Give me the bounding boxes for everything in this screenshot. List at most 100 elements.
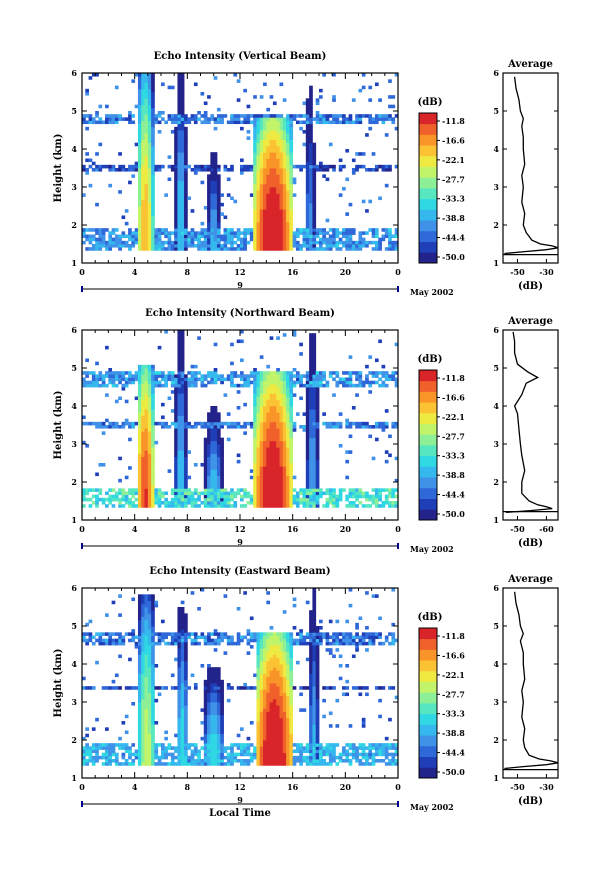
heatmap-cell bbox=[137, 368, 142, 372]
heatmap-cell bbox=[256, 117, 261, 121]
heatmap-cell bbox=[114, 244, 119, 248]
heatmap-cell bbox=[263, 180, 267, 185]
heatmap-cell bbox=[151, 504, 155, 508]
heatmap-cell bbox=[184, 475, 188, 480]
heatmap-cell bbox=[259, 371, 264, 375]
heatmap-cell bbox=[282, 418, 287, 423]
heatmap-cell bbox=[276, 380, 280, 385]
heatmap-cell bbox=[180, 120, 185, 125]
heatmap-cell bbox=[111, 371, 116, 375]
heatmap-cell bbox=[193, 364, 198, 369]
heatmap-cell bbox=[266, 453, 271, 458]
heatmap-cell bbox=[309, 482, 313, 486]
heatmap-cell bbox=[309, 440, 313, 445]
heatmap-cell bbox=[111, 120, 116, 125]
heatmap-cell bbox=[190, 371, 195, 375]
heatmap-cell bbox=[345, 247, 350, 251]
heatmap-cell bbox=[147, 597, 152, 602]
heatmap-cell bbox=[151, 136, 155, 140]
heatmap-cell bbox=[147, 746, 152, 750]
heatmap-cell bbox=[118, 380, 122, 385]
heatmap-cell bbox=[177, 358, 182, 363]
heatmap-cell bbox=[141, 711, 145, 716]
heatmap-cell bbox=[256, 183, 261, 188]
heatmap-cell bbox=[147, 139, 152, 144]
heatmap-cell bbox=[184, 444, 188, 448]
heatmap-cell bbox=[391, 247, 396, 251]
heatmap-cell bbox=[98, 377, 103, 382]
heatmap-cell bbox=[226, 501, 231, 505]
heatmap-cell bbox=[137, 600, 142, 605]
heatmap-cell bbox=[144, 660, 149, 665]
heatmap-cell bbox=[279, 218, 284, 223]
heatmap-cell bbox=[137, 613, 142, 617]
heatmap-cell bbox=[256, 478, 261, 483]
heatmap-cell bbox=[305, 98, 310, 102]
heatmap-cell bbox=[276, 240, 280, 245]
heatmap-cell bbox=[141, 648, 145, 652]
heatmap-cell bbox=[282, 120, 287, 125]
heatmap-cell bbox=[170, 120, 175, 125]
heatmap-cell bbox=[85, 228, 89, 232]
heatmap-cell bbox=[210, 218, 215, 223]
heatmap-cell bbox=[147, 209, 152, 213]
heatmap-cell bbox=[348, 450, 353, 454]
heatmap-cell bbox=[118, 377, 122, 382]
heatmap-cell bbox=[276, 504, 280, 508]
heatmap-cell bbox=[256, 447, 261, 451]
heatmap-cell bbox=[137, 174, 142, 178]
heatmap-cell bbox=[249, 168, 254, 172]
heatmap-cell bbox=[240, 425, 244, 429]
heatmap-cell bbox=[137, 187, 142, 191]
heatmap-cell bbox=[151, 450, 155, 454]
heatmap-cell bbox=[98, 234, 103, 239]
heatmap-cell bbox=[147, 686, 152, 690]
heatmap-cell bbox=[184, 158, 188, 163]
heatmap-cell bbox=[305, 459, 310, 464]
heatmap-cell bbox=[177, 215, 182, 220]
heatmap-cell bbox=[253, 212, 257, 216]
heatmap-cell bbox=[105, 632, 109, 636]
heatmap-cell bbox=[147, 613, 152, 617]
heatmap-cell bbox=[180, 101, 185, 106]
heatmap-cell bbox=[124, 749, 129, 754]
heatmap-cell bbox=[144, 459, 149, 464]
heatmap-cell bbox=[266, 466, 271, 470]
heatmap-cell bbox=[137, 686, 142, 690]
heatmap-cell bbox=[263, 377, 267, 382]
heatmap-cell bbox=[210, 231, 215, 235]
heatmap-cell bbox=[259, 117, 264, 121]
heatmap-cell bbox=[256, 244, 261, 248]
heatmap-cell bbox=[177, 399, 182, 404]
heatmap-cell bbox=[309, 183, 313, 188]
heatmap-cell bbox=[263, 466, 267, 470]
heatmap-cell bbox=[141, 485, 145, 489]
heatmap-cell bbox=[259, 180, 264, 185]
heatmap-cell bbox=[309, 459, 313, 464]
heatmap-cell bbox=[174, 494, 178, 499]
heatmap-cell bbox=[174, 215, 178, 220]
heatmap-cell bbox=[170, 752, 175, 757]
heatmap-cell bbox=[348, 228, 353, 232]
heatmap-cell bbox=[305, 415, 310, 420]
heatmap-cell bbox=[269, 149, 274, 153]
heatmap-cell bbox=[213, 218, 218, 223]
heatmap-cell bbox=[85, 126, 89, 131]
heatmap-cell bbox=[144, 387, 149, 391]
heatmap-cell bbox=[259, 231, 264, 235]
heatmap-cell bbox=[124, 421, 129, 426]
heatmap-cell bbox=[207, 482, 211, 486]
heatmap-cell bbox=[170, 491, 175, 496]
heatmap-cell bbox=[279, 393, 284, 397]
heatmap-cell bbox=[184, 155, 188, 159]
heatmap-cell bbox=[114, 425, 119, 429]
heatmap-cell bbox=[269, 463, 274, 467]
heatmap-cell bbox=[282, 212, 287, 216]
heatmap-cell bbox=[144, 453, 149, 458]
heatmap-cell bbox=[220, 469, 224, 473]
heatmap-cell bbox=[144, 174, 149, 178]
heatmap-cell bbox=[144, 727, 149, 731]
heatmap-cell bbox=[272, 145, 277, 150]
heatmap-cell bbox=[263, 187, 267, 191]
heatmap-cell bbox=[170, 497, 175, 502]
